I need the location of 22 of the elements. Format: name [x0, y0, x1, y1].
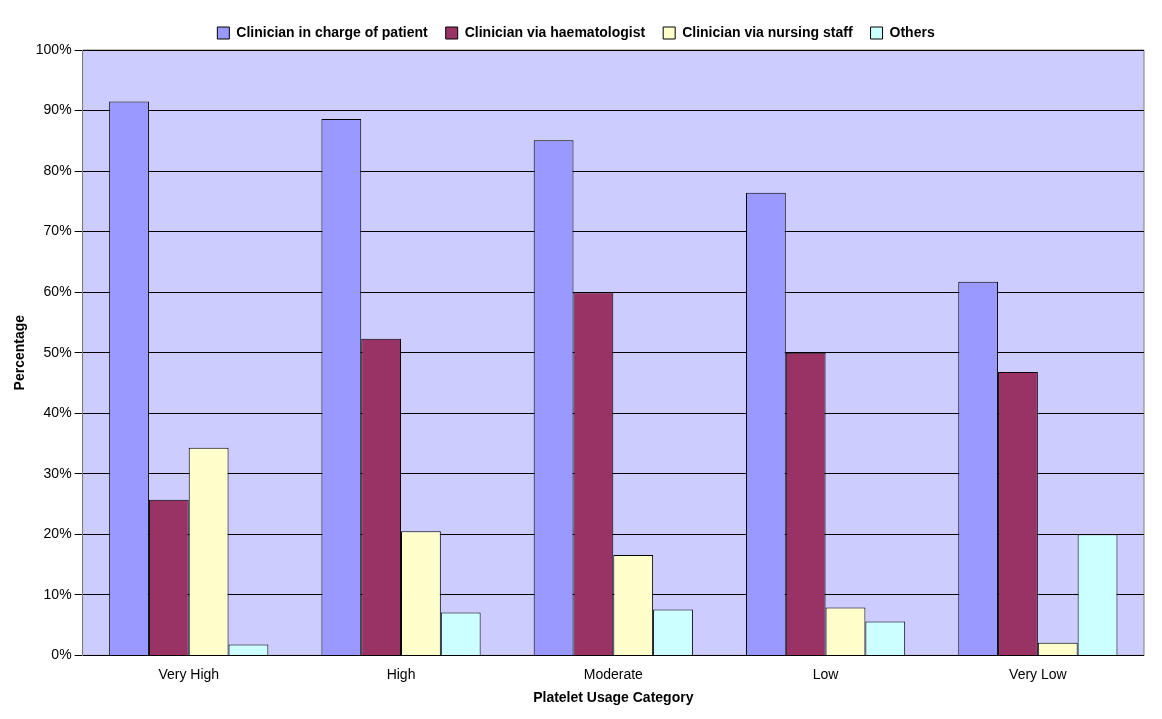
y-tick-label: 0%	[51, 646, 72, 663]
y-tick-label: 100%	[35, 40, 72, 57]
x-tick-label: Very Low	[1009, 665, 1068, 682]
legend-label: Others	[889, 23, 935, 40]
x-tick-label: Low	[812, 665, 840, 682]
y-tick-label: 40%	[43, 404, 72, 421]
x-tick-label: Very High	[158, 665, 220, 682]
y-tick-label: 90%	[43, 101, 72, 118]
legend-label: Clinician via haematologist	[464, 23, 646, 40]
y-tick-label: 70%	[43, 222, 72, 239]
y-tick-label: 10%	[43, 585, 72, 602]
y-axis-title: Percentage	[11, 314, 28, 391]
legend-label: Clinician in charge of patient	[236, 23, 429, 40]
y-tick-label: 20%	[43, 525, 72, 542]
y-tick-label: 50%	[43, 343, 72, 360]
y-tick-label: 30%	[43, 464, 72, 481]
x-tick-label: Moderate	[583, 665, 644, 682]
x-tick-label: High	[386, 665, 416, 682]
legend-label: Clinician via nursing staff	[682, 23, 853, 40]
y-tick-label: 60%	[43, 283, 72, 300]
y-tick-label: 80%	[43, 161, 72, 178]
x-axis-title: Platelet Usage Category	[533, 689, 694, 706]
